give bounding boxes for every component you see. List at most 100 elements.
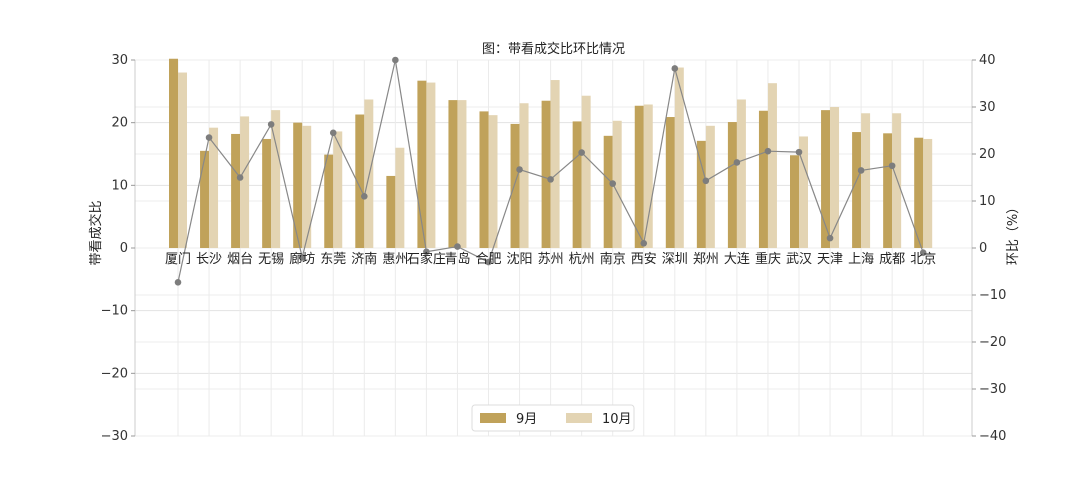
bar-sep	[479, 111, 489, 249]
mom-point	[516, 166, 523, 173]
bar-sep	[821, 110, 831, 248]
y2-tick-label: 40	[979, 53, 996, 68]
legend-swatch-oct	[566, 413, 592, 423]
mom-point	[392, 56, 399, 64]
bar-oct	[767, 83, 777, 248]
bar-oct	[364, 99, 374, 248]
bar-oct	[519, 103, 529, 249]
bar-sep	[324, 154, 334, 248]
y-tick-label: −30	[101, 429, 128, 444]
mom-point	[764, 147, 772, 155]
mom-point	[795, 148, 803, 156]
bar-sep	[417, 80, 427, 249]
mom-point	[267, 121, 275, 128]
mom-point	[485, 258, 492, 266]
mom-point	[826, 234, 834, 242]
legend-label-sep: 9月	[516, 412, 537, 427]
bar-sep	[852, 132, 862, 248]
mom-point	[423, 248, 430, 256]
bar-oct	[581, 95, 591, 248]
mom-point	[888, 162, 896, 170]
category-label: 大连	[724, 251, 750, 267]
category-label: 长沙	[196, 252, 222, 267]
y-tick-label: −20	[101, 366, 128, 381]
mom-point	[361, 193, 368, 200]
category-label: 石家庄	[407, 251, 446, 267]
bar-oct	[240, 116, 250, 249]
mom-point	[547, 176, 554, 183]
bar-sep	[665, 117, 675, 248]
bar-sep	[355, 114, 365, 249]
mom-point	[329, 129, 337, 137]
category-label: 济南	[351, 251, 377, 267]
y-tick-label: 20	[111, 116, 128, 131]
y2-tick-label: −40	[979, 429, 1006, 444]
bar-sep	[169, 58, 178, 248]
bar-oct	[612, 120, 622, 248]
mom-point	[919, 249, 927, 256]
bar-sep	[603, 135, 613, 248]
y-tick-label: 0	[120, 241, 128, 256]
bar-sep	[200, 150, 210, 248]
legend-box	[471, 404, 635, 432]
y2-tick-label: 20	[979, 147, 996, 162]
y-axis-label: 带看成交比	[88, 200, 104, 265]
category-label: 东莞	[320, 252, 346, 267]
mom-point	[454, 243, 461, 250]
category-label: 无锡	[258, 252, 284, 267]
bar-oct	[705, 125, 715, 248]
bar-oct	[736, 99, 746, 248]
bar-sep	[727, 122, 737, 248]
category-label: 天津	[817, 252, 843, 267]
bar-oct	[674, 67, 684, 249]
bar-sep	[293, 122, 303, 248]
category-label: 惠州	[382, 252, 408, 267]
category-label: 青岛	[444, 251, 470, 267]
category-label: 烟台	[227, 252, 253, 267]
bar-sep	[231, 133, 241, 248]
bar-oct	[271, 110, 281, 248]
category-label: 北京	[910, 252, 936, 267]
y2-tick-label: 30	[979, 100, 996, 115]
bar-oct	[488, 115, 498, 248]
bar-oct	[178, 72, 187, 249]
legend-label-oct: 10月	[602, 412, 632, 427]
bar-sep	[883, 133, 893, 248]
mom-point	[640, 240, 648, 247]
y-tick-label: −10	[101, 304, 128, 319]
chart-title: 图：带看成交比环比情况	[482, 41, 625, 57]
y2-tick-label: −30	[979, 382, 1006, 397]
category-label: 郑州	[693, 252, 719, 267]
bar-sep	[386, 175, 396, 248]
bar-sep	[541, 100, 551, 248]
category-label: 沈阳	[507, 252, 533, 267]
bar-oct	[395, 147, 405, 248]
category-label: 西安	[631, 252, 657, 267]
axes: −30 −20 −10 0 10 20 30 −40 −30 −20 −10 0 10 20 30 40	[101, 53, 1007, 444]
bar-oct	[830, 107, 840, 248]
category-label: 杭州	[569, 252, 595, 267]
legend: 9月 10月	[471, 404, 635, 432]
bar-oct	[923, 138, 933, 248]
y2-axis-label: 环比（%）	[1006, 201, 1021, 265]
mom-point	[578, 149, 585, 156]
bar-oct	[209, 127, 219, 248]
bar-oct	[550, 80, 560, 248]
bar-sep	[914, 137, 924, 248]
bar-sep	[696, 140, 706, 248]
bar-oct	[892, 113, 902, 249]
bar-sep	[510, 123, 520, 248]
category-label: 厦门	[165, 252, 191, 267]
mom-point	[857, 167, 865, 174]
category-label: 重庆	[755, 251, 781, 267]
mom-point	[671, 65, 679, 72]
mom-point	[733, 159, 741, 166]
y2-tick-label: 0	[979, 241, 987, 256]
category-label: 武汉	[786, 252, 812, 267]
mom-point	[609, 180, 616, 187]
category-label: 上海	[848, 252, 874, 267]
bar-sep	[448, 100, 458, 249]
mom-point	[702, 177, 710, 185]
bar-sep	[634, 105, 644, 248]
